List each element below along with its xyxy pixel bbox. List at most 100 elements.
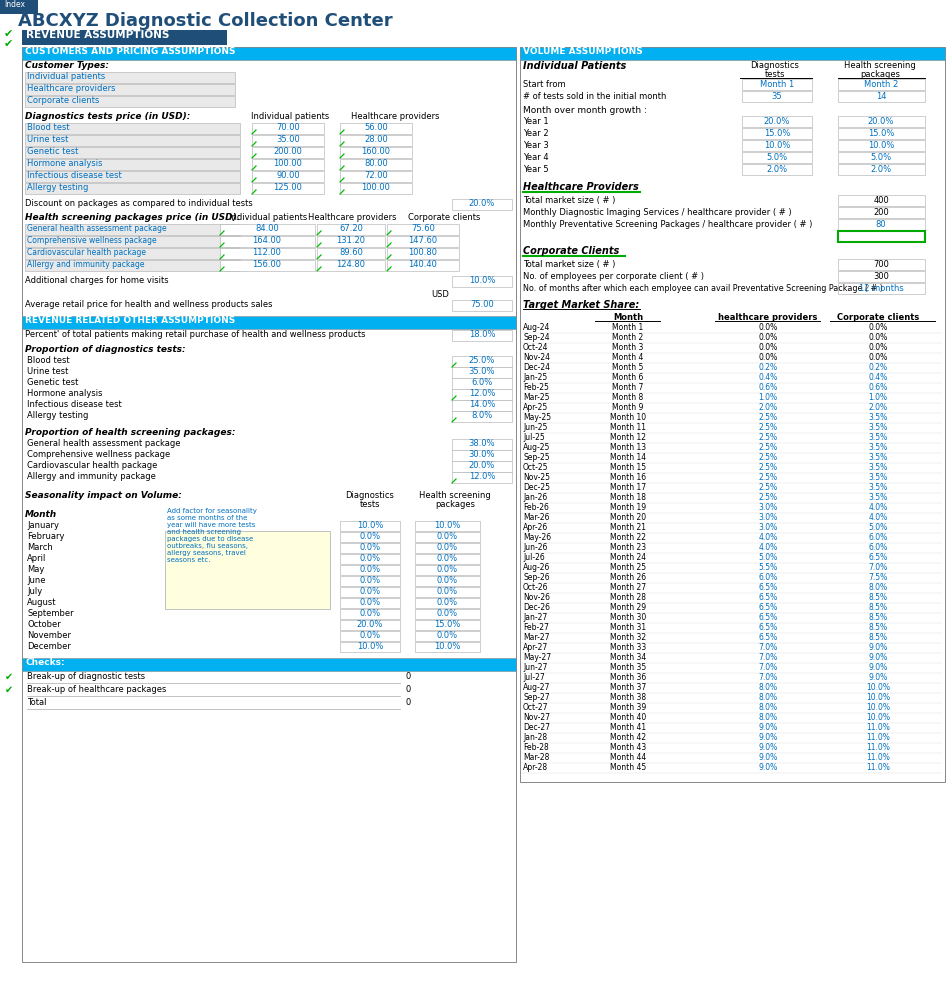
Bar	[415, 532, 480, 542]
Text: 7.0%: 7.0%	[758, 672, 778, 682]
Bar	[838, 140, 925, 151]
Bar	[838, 219, 925, 230]
Text: 0.0%: 0.0%	[868, 352, 887, 361]
Text: Feb-27: Feb-27	[523, 623, 549, 632]
Text: March: March	[27, 543, 53, 552]
Bar	[22, 30, 227, 45]
Text: 0.6%: 0.6%	[868, 383, 887, 392]
Bar	[452, 276, 512, 287]
Text: Oct-24: Oct-24	[523, 342, 548, 351]
Text: 0.0%: 0.0%	[359, 609, 381, 618]
Text: Month 19: Month 19	[610, 503, 646, 512]
Text: Aug-24: Aug-24	[523, 323, 550, 332]
Text: Proportion of diagnostics tests:: Proportion of diagnostics tests:	[25, 345, 185, 354]
Bar	[25, 147, 240, 158]
Text: Break-up of healthcare packages: Break-up of healthcare packages	[27, 685, 166, 694]
Text: Nov-25: Nov-25	[523, 472, 550, 481]
Text: 2.5%: 2.5%	[758, 422, 777, 432]
Text: Month 22: Month 22	[610, 532, 646, 541]
Bar	[838, 164, 925, 175]
Text: Urine test: Urine test	[27, 135, 68, 144]
Text: Year 3: Year 3	[523, 141, 549, 150]
Text: 0.2%: 0.2%	[868, 362, 887, 372]
Text: ✔: ✔	[4, 39, 13, 49]
Text: 5.0%: 5.0%	[870, 153, 891, 161]
Text: 6.5%: 6.5%	[758, 583, 778, 591]
Text: Year 1: Year 1	[523, 117, 549, 126]
Text: 2.5%: 2.5%	[758, 412, 777, 421]
Text: 3.5%: 3.5%	[868, 462, 887, 471]
Text: May-27: May-27	[523, 652, 551, 661]
Bar	[415, 576, 480, 586]
Text: tests: tests	[765, 70, 786, 79]
Text: VOLUME ASSUMPTIONS: VOLUME ASSUMPTIONS	[523, 47, 643, 56]
Text: 7.0%: 7.0%	[868, 563, 887, 572]
Text: 3.5%: 3.5%	[868, 472, 887, 481]
Text: Sep-25: Sep-25	[523, 453, 550, 461]
Text: 131.20: 131.20	[336, 236, 366, 245]
Bar	[340, 159, 412, 170]
Text: Healthcare providers: Healthcare providers	[308, 213, 396, 221]
Bar	[340, 587, 400, 597]
Text: 5.5%: 5.5%	[758, 563, 778, 572]
Text: 10.0%: 10.0%	[866, 683, 890, 692]
Text: Jan-28: Jan-28	[523, 732, 547, 742]
Text: 20.0%: 20.0%	[867, 117, 894, 126]
Text: 4.0%: 4.0%	[758, 532, 778, 541]
Bar	[452, 472, 512, 483]
Text: General health assessment package: General health assessment package	[27, 223, 166, 232]
Bar	[742, 128, 812, 139]
Text: 6.5%: 6.5%	[758, 612, 778, 622]
Text: tests: tests	[360, 500, 380, 509]
Text: 10.0%: 10.0%	[764, 141, 790, 150]
Bar	[22, 47, 516, 60]
Text: Month 37: Month 37	[610, 683, 646, 692]
Text: Month 39: Month 39	[610, 703, 646, 711]
Text: Month 14: Month 14	[610, 453, 646, 461]
Text: ✔: ✔	[4, 30, 13, 39]
Text: 3.5%: 3.5%	[868, 433, 887, 442]
Bar	[340, 147, 412, 158]
Text: Oct-25: Oct-25	[523, 462, 548, 471]
Text: 75.60: 75.60	[411, 223, 435, 233]
Text: Oct-27: Oct-27	[523, 703, 548, 711]
Text: 9.0%: 9.0%	[758, 753, 778, 762]
Text: Add factor for seasonality
as some months of the
year will have more tests
and h: Add factor for seasonality as some month…	[167, 509, 256, 563]
Text: Diagnostics: Diagnostics	[750, 61, 800, 70]
Text: Apr-27: Apr-27	[523, 643, 548, 651]
Bar	[340, 135, 412, 146]
Bar	[838, 231, 925, 242]
Text: 7.0%: 7.0%	[758, 652, 778, 661]
Text: Sep-24: Sep-24	[523, 333, 550, 341]
Text: # of tests sold in the initial month: # of tests sold in the initial month	[523, 92, 666, 100]
Bar	[25, 248, 240, 259]
Text: Average retail price for health and wellness products sales: Average retail price for health and well…	[25, 300, 273, 309]
Text: 5.0%: 5.0%	[868, 523, 887, 531]
Text: 89.60: 89.60	[339, 248, 363, 257]
Text: 9.0%: 9.0%	[868, 652, 887, 661]
Text: 0.0%: 0.0%	[758, 333, 778, 341]
Text: Health screening: Health screening	[845, 61, 916, 70]
Text: Blood test: Blood test	[27, 356, 69, 365]
Text: Month 30: Month 30	[610, 612, 646, 622]
Text: 9.0%: 9.0%	[758, 732, 778, 742]
Text: Infectious disease test: Infectious disease test	[27, 171, 122, 180]
Text: Feb-26: Feb-26	[523, 503, 549, 512]
Text: 2.0%: 2.0%	[868, 402, 887, 411]
Bar	[452, 300, 512, 311]
Text: 2.5%: 2.5%	[758, 493, 777, 502]
Text: 4.0%: 4.0%	[758, 542, 778, 551]
Text: 300: 300	[873, 272, 889, 280]
Text: 10.0%: 10.0%	[867, 141, 894, 150]
Text: Year 4: Year 4	[523, 153, 549, 161]
Text: 0.0%: 0.0%	[436, 554, 458, 563]
Text: Month 43: Month 43	[610, 743, 646, 752]
Bar	[25, 183, 240, 194]
Text: 11.0%: 11.0%	[866, 743, 890, 752]
Text: 8.0%: 8.0%	[868, 583, 887, 591]
Bar	[340, 171, 412, 182]
Text: 100.00: 100.00	[362, 183, 390, 192]
Text: 75.00: 75.00	[470, 300, 494, 309]
Bar	[317, 236, 385, 247]
Bar	[340, 123, 412, 134]
